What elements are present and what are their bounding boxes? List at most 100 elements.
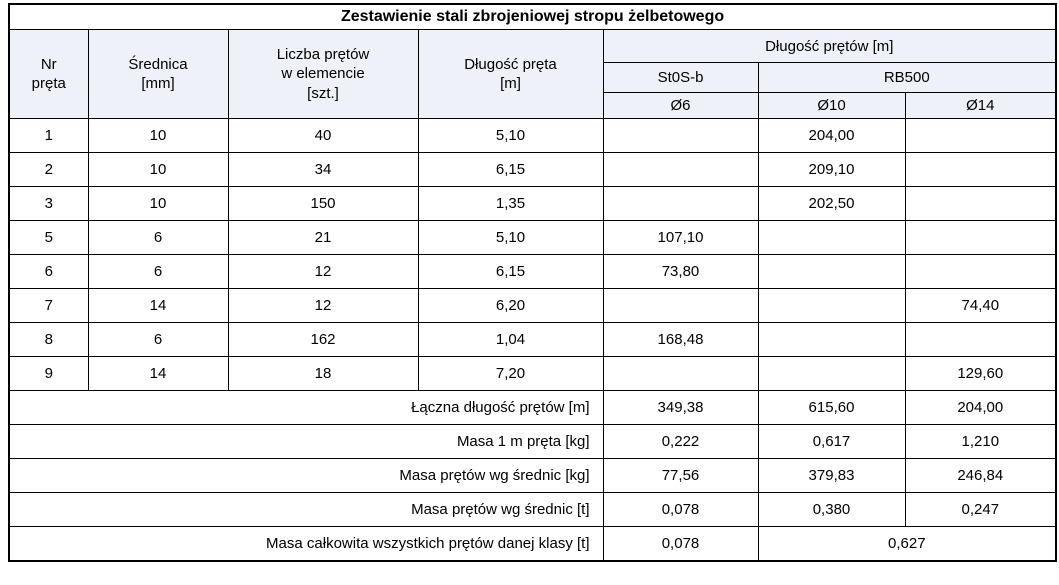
cell-dia14 (904, 118, 1057, 153)
cell-srednica: 10 (87, 186, 229, 221)
cell-nr: 1 (8, 118, 89, 153)
cell-dia14 (904, 220, 1057, 255)
cell-liczba: 21 (227, 220, 419, 255)
cell-dia14 (904, 152, 1057, 187)
summary-value-dia6: 349,38 (602, 390, 759, 425)
summary-row-label: Masa 1 m pręta [kg] (8, 424, 604, 459)
col-header-steel-st0s-b: St0S-b (602, 62, 759, 93)
cell-liczba: 34 (227, 152, 419, 187)
cell-dia6 (602, 288, 759, 323)
cell-dlugosc: 5,10 (417, 118, 604, 153)
summary-value-dia14: 1,210 (904, 424, 1057, 459)
summary-row-total-length: Łączna długość prętów [m] 349,38 615,60 … (8, 390, 1057, 425)
cell-dia10 (757, 220, 906, 255)
cell-nr: 2 (8, 152, 89, 187)
cell-dia14 (904, 254, 1057, 289)
cell-liczba: 12 (227, 254, 419, 289)
cell-srednica: 14 (87, 288, 229, 323)
summary-value-dia14: 204,00 (904, 390, 1057, 425)
table-row: 5 6 21 5,10 107,10 (8, 220, 1057, 255)
col-header-liczba-pretow: Liczba prętów w elemencie [szt.] (227, 29, 419, 119)
cell-nr: 8 (8, 322, 89, 357)
cell-liczba: 40 (227, 118, 419, 153)
cell-liczba: 12 (227, 288, 419, 323)
cell-dlugosc: 6,20 (417, 288, 604, 323)
summary-value-dia10: 615,60 (757, 390, 906, 425)
cell-srednica: 6 (87, 322, 229, 357)
cell-dia6 (602, 356, 759, 391)
cell-dia10 (757, 356, 906, 391)
col-header-dia6: Ø6 (602, 92, 759, 119)
cell-dlugosc: 6,15 (417, 254, 604, 289)
cell-srednica: 6 (87, 220, 229, 255)
col-header-dlugosc-pretow: Długość prętów [m] (602, 29, 1057, 63)
table-row: 1 10 40 5,10 204,00 (8, 118, 1057, 153)
cell-dia6: 168,48 (602, 322, 759, 357)
cell-srednica: 10 (87, 152, 229, 187)
cell-dia14 (904, 186, 1057, 221)
table-row: 8 6 162 1,04 168,48 (8, 322, 1057, 357)
cell-dia10 (757, 254, 906, 289)
summary-row-mass-kg: Masa prętów wg średnic [kg] 77,56 379,83… (8, 458, 1057, 493)
cell-dia10 (757, 288, 906, 323)
table-row: 3 10 150 1,35 202,50 (8, 186, 1057, 221)
total-value-rb500: 0,627 (757, 526, 1057, 562)
summary-row-label: Masa całkowita wszystkich prętów danej k… (8, 526, 604, 562)
cell-dlugosc: 5,10 (417, 220, 604, 255)
cell-dia14 (904, 322, 1057, 357)
summary-row-total-mass-per-class: Masa całkowita wszystkich prętów danej k… (8, 526, 1057, 562)
cell-nr: 9 (8, 356, 89, 391)
cell-liczba: 18 (227, 356, 419, 391)
cell-srednica: 6 (87, 254, 229, 289)
cell-srednica: 10 (87, 118, 229, 153)
summary-row-label: Masa prętów wg średnic [kg] (8, 458, 604, 493)
cell-dia6: 107,10 (602, 220, 759, 255)
table-row: 6 6 12 6,15 73,80 (8, 254, 1057, 289)
summary-row-mass-t: Masa prętów wg średnic [t] 0,078 0,380 0… (8, 492, 1057, 527)
summary-value-dia6: 77,56 (602, 458, 759, 493)
summary-value-dia10: 0,617 (757, 424, 906, 459)
cell-dia10: 204,00 (757, 118, 906, 153)
col-header-nr-preta: Nr pręta (8, 29, 89, 119)
cell-dia6 (602, 152, 759, 187)
cell-dia10: 202,50 (757, 186, 906, 221)
total-value-st0s-b: 0,078 (602, 526, 759, 562)
col-header-dia10: Ø10 (757, 92, 906, 119)
cell-nr: 5 (8, 220, 89, 255)
col-header-dlugosc-preta: Długość pręta [m] (417, 29, 604, 119)
summary-value-dia10: 0,380 (757, 492, 906, 527)
cell-dia14: 129,60 (904, 356, 1057, 391)
summary-row-label: Łączna długość prętów [m] (8, 390, 604, 425)
cell-nr: 7 (8, 288, 89, 323)
cell-dlugosc: 1,04 (417, 322, 604, 357)
col-header-dia14: Ø14 (904, 92, 1057, 119)
summary-value-dia6: 0,078 (602, 492, 759, 527)
cell-liczba: 150 (227, 186, 419, 221)
cell-dia10 (757, 322, 906, 357)
cell-dlugosc: 1,35 (417, 186, 604, 221)
cell-dlugosc: 6,15 (417, 152, 604, 187)
cell-nr: 3 (8, 186, 89, 221)
rebar-summary-table: Zestawienie stali zbrojeniowej stropu że… (8, 3, 1058, 562)
cell-srednica: 14 (87, 356, 229, 391)
cell-dia10: 209,10 (757, 152, 906, 187)
cell-dlugosc: 7,20 (417, 356, 604, 391)
table-title: Zestawienie stali zbrojeniowej stropu że… (8, 3, 1057, 30)
col-header-steel-rb500: RB500 (757, 62, 1057, 93)
table-row: 9 14 18 7,20 129,60 (8, 356, 1057, 391)
cell-dia6: 73,80 (602, 254, 759, 289)
summary-value-dia10: 379,83 (757, 458, 906, 493)
summary-value-dia14: 0,247 (904, 492, 1057, 527)
col-header-srednica: Średnica [mm] (87, 29, 229, 119)
cell-dia6 (602, 118, 759, 153)
cell-dia14: 74,40 (904, 288, 1057, 323)
summary-row-unit-mass: Masa 1 m pręta [kg] 0,222 0,617 1,210 (8, 424, 1057, 459)
summary-value-dia14: 246,84 (904, 458, 1057, 493)
cell-liczba: 162 (227, 322, 419, 357)
summary-row-label: Masa prętów wg średnic [t] (8, 492, 604, 527)
summary-value-dia6: 0,222 (602, 424, 759, 459)
cell-nr: 6 (8, 254, 89, 289)
table-row: 2 10 34 6,15 209,10 (8, 152, 1057, 187)
cell-dia6 (602, 186, 759, 221)
table-row: 7 14 12 6,20 74,40 (8, 288, 1057, 323)
